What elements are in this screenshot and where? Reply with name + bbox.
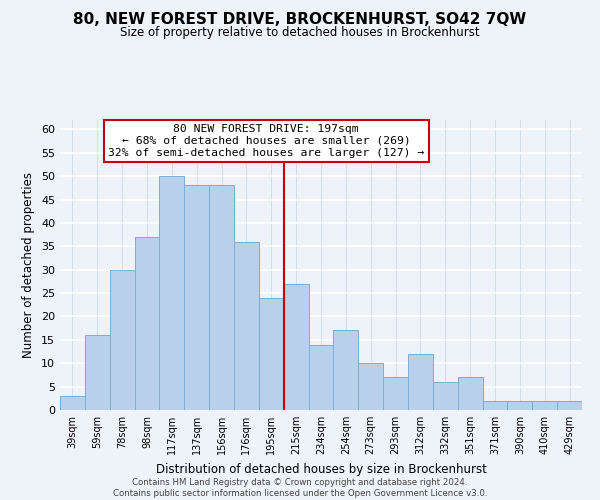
X-axis label: Distribution of detached houses by size in Brockenhurst: Distribution of detached houses by size … <box>155 462 487 475</box>
Bar <box>259 298 284 410</box>
Text: Contains HM Land Registry data © Crown copyright and database right 2024.
Contai: Contains HM Land Registry data © Crown c… <box>113 478 487 498</box>
Bar <box>284 284 308 410</box>
Bar <box>308 344 334 410</box>
Bar <box>383 378 408 410</box>
Y-axis label: Number of detached properties: Number of detached properties <box>22 172 35 358</box>
Bar <box>508 400 532 410</box>
Bar <box>433 382 458 410</box>
Text: 80 NEW FOREST DRIVE: 197sqm
← 68% of detached houses are smaller (269)
32% of se: 80 NEW FOREST DRIVE: 197sqm ← 68% of det… <box>108 124 424 158</box>
Bar <box>85 335 110 410</box>
Bar <box>60 396 85 410</box>
Text: 80, NEW FOREST DRIVE, BROCKENHURST, SO42 7QW: 80, NEW FOREST DRIVE, BROCKENHURST, SO42… <box>73 12 527 28</box>
Bar <box>184 186 209 410</box>
Bar <box>458 378 482 410</box>
Bar <box>134 237 160 410</box>
Bar <box>160 176 184 410</box>
Bar <box>408 354 433 410</box>
Bar <box>209 186 234 410</box>
Bar <box>110 270 134 410</box>
Bar <box>234 242 259 410</box>
Bar <box>334 330 358 410</box>
Bar <box>532 400 557 410</box>
Bar <box>557 400 582 410</box>
Bar <box>482 400 508 410</box>
Bar <box>358 363 383 410</box>
Text: Size of property relative to detached houses in Brockenhurst: Size of property relative to detached ho… <box>120 26 480 39</box>
